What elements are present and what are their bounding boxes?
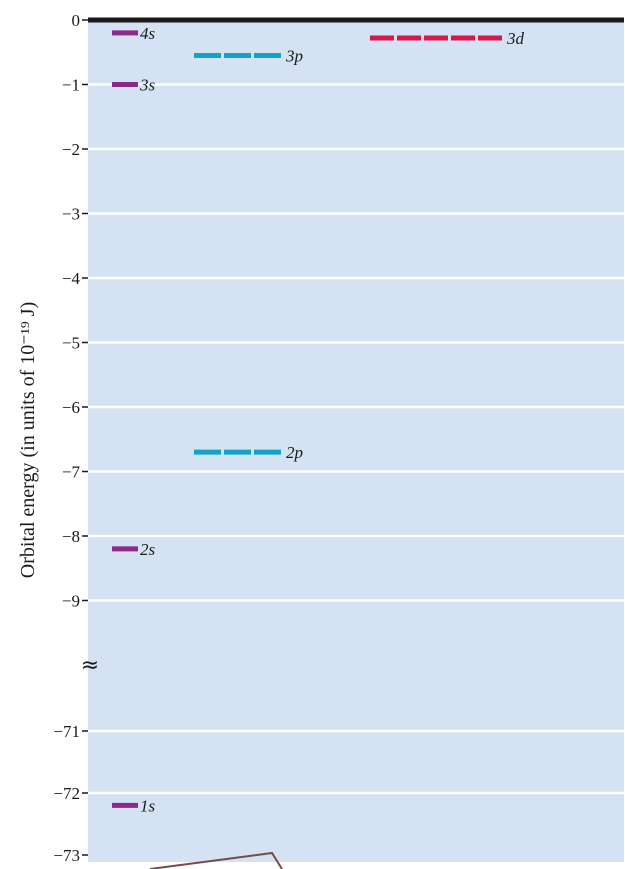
- y-tick-label: −72: [53, 784, 80, 803]
- orbital-label: 2p: [286, 443, 303, 462]
- y-tick-label: −73: [53, 846, 80, 865]
- y-tick-label: −9: [62, 592, 80, 611]
- inset-callout-line: [149, 851, 283, 869]
- axis-break-symbol: ≈: [81, 653, 99, 678]
- orbital-label: 1s: [140, 796, 156, 815]
- orbital-label: 3p: [285, 46, 303, 65]
- y-tick-label: 0: [72, 11, 81, 30]
- y-tick-label: −4: [62, 269, 81, 288]
- y-tick-label: −2: [62, 140, 80, 159]
- orbital-label: 3d: [506, 29, 525, 48]
- y-tick-label: −5: [62, 334, 80, 353]
- grid-lines: [88, 83, 624, 795]
- orbital-label: 2s: [140, 540, 156, 559]
- y-tick-label: −7: [62, 463, 81, 482]
- plot-background: [88, 18, 624, 862]
- orbital-label: 3s: [139, 76, 156, 95]
- orbital-label: 4s: [140, 24, 156, 43]
- energy-levels: 1s 2s 3s 4s 2p 3p 3d: [112, 24, 525, 815]
- y-axis-label: Orbital energy (in units of 10⁻¹⁹ J): [17, 302, 39, 578]
- y-tick-label: −71: [53, 722, 80, 741]
- y-tick-label: −6: [62, 398, 80, 417]
- y-tick-labels: 0 −1 −2 −3 −4 −5 −6 −7 −8 −9 −71 −72 −73: [53, 11, 88, 865]
- y-tick-label: −1: [62, 76, 80, 95]
- y-tick-label: −3: [62, 205, 80, 224]
- y-tick-label: −8: [62, 527, 80, 546]
